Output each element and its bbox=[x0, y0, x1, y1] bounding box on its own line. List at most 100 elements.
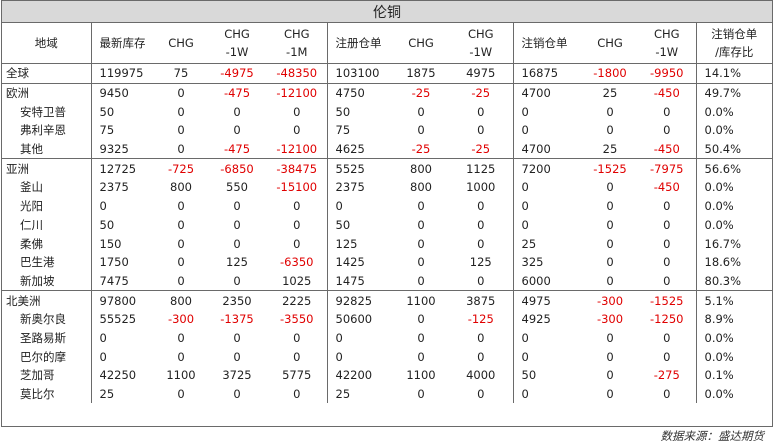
value-cell: -300 bbox=[167, 312, 195, 327]
value-cell: -4975 bbox=[207, 63, 267, 84]
region-cell: 巴尔的摩 bbox=[20, 349, 66, 364]
value-cell: 0 bbox=[207, 271, 267, 292]
value-cell: 1475 bbox=[326, 271, 393, 292]
value-cell: 1025 bbox=[267, 271, 327, 292]
value-cell: 0 bbox=[663, 387, 671, 402]
region-cell: 芝加哥 bbox=[20, 368, 55, 383]
value-cell: -38475 bbox=[276, 161, 318, 176]
value-cell: 50.4% bbox=[695, 139, 772, 160]
value-cell: 4000 bbox=[466, 368, 496, 383]
region-cell: 圣路易斯 bbox=[20, 330, 66, 345]
value-cell: 0 bbox=[477, 199, 485, 214]
value-cell: 0 bbox=[606, 330, 614, 345]
value-cell: 0 bbox=[663, 123, 671, 138]
value-cell: 0 bbox=[512, 178, 582, 197]
value-cell: 0 bbox=[293, 236, 301, 251]
value-cell: 0 bbox=[417, 217, 425, 232]
value-cell: 50 bbox=[90, 215, 155, 235]
value-cell: 0 bbox=[293, 330, 301, 345]
value-cell: 5525 bbox=[326, 158, 393, 179]
header-cancel-chg: CHG bbox=[582, 22, 638, 64]
value-cell: 4700 bbox=[512, 83, 582, 103]
value-cell: 1125 bbox=[466, 161, 496, 176]
value-cell: 8.9% bbox=[695, 309, 772, 329]
value-cell: 0 bbox=[477, 104, 485, 119]
value-cell: 0 bbox=[177, 199, 185, 214]
value-cell: 0 bbox=[417, 255, 425, 270]
table-row: 圣路易斯 0 0 0 0 0 0 0 0 0 0 0.0% bbox=[2, 328, 772, 348]
value-cell: 0 bbox=[326, 347, 393, 366]
value-cell: 50 bbox=[326, 215, 393, 235]
value-cell: 42200 bbox=[326, 366, 393, 385]
table-row: 仁川 50 0 0 0 50 0 0 0 0 0 0.0% bbox=[2, 215, 772, 235]
value-cell: 125 bbox=[326, 234, 393, 253]
region-cell: 亚洲 bbox=[6, 161, 29, 176]
value-cell: 0 bbox=[477, 349, 485, 364]
value-cell: -9950 bbox=[638, 63, 696, 84]
region-cell: 安特卫普 bbox=[20, 104, 66, 119]
value-cell: 0 bbox=[233, 217, 241, 232]
value-cell: 42250 bbox=[90, 366, 155, 385]
region-cell: 欧洲 bbox=[6, 86, 29, 101]
value-cell: 0.0% bbox=[695, 121, 772, 140]
table-body: 全球 119975 75 -4975 -48350 103100 1875 4975 16875… bbox=[2, 63, 772, 404]
value-cell: 0 bbox=[417, 312, 425, 327]
header-latest-stock: 最新库存 bbox=[90, 22, 155, 64]
value-cell: -1800 bbox=[582, 63, 638, 84]
table-row: 莫比尔 25 0 0 0 25 0 0 0 0 0 0.0% bbox=[2, 384, 772, 404]
region-cell: 光阳 bbox=[20, 199, 43, 214]
value-cell: 0 bbox=[606, 236, 614, 251]
value-cell: 0 bbox=[177, 217, 185, 232]
value-cell: 0 bbox=[326, 328, 393, 348]
value-cell: -25 bbox=[449, 139, 513, 160]
header-chg: CHG bbox=[155, 22, 207, 64]
value-cell: 0 bbox=[155, 271, 207, 292]
value-cell: 0 bbox=[233, 199, 241, 214]
table-row: 弗利辛恩 75 0 0 0 75 0 0 0 0 0 0.0% bbox=[2, 121, 772, 140]
value-cell: 0 bbox=[606, 199, 614, 214]
table-row: 光阳 0 0 0 0 0 0 0 0 0 0 0.0% bbox=[2, 196, 772, 216]
header-reg-chg-1w: CHG -1W bbox=[449, 22, 513, 64]
value-cell: 0 bbox=[293, 387, 301, 402]
region-cell: 全球 bbox=[2, 63, 91, 84]
value-cell: 0 bbox=[293, 104, 301, 119]
table-row: 巴生港 1750 0 125 -6350 1425 0 125 325 0 0 18.6% bbox=[2, 252, 772, 272]
value-cell: 0 bbox=[90, 196, 155, 216]
table-row: 欧洲 9450 0 -475 -12100 4750 -25 -25 4700 25 -450 49.… bbox=[2, 83, 772, 103]
value-cell: 49.7% bbox=[695, 83, 772, 103]
value-cell: 25 bbox=[582, 139, 638, 160]
value-cell: 0 bbox=[417, 330, 425, 345]
table-row: 釜山 2375 800 550 -15100 2375 800 1000 0 0 -450 0.0% bbox=[2, 178, 772, 197]
value-cell: 12725 bbox=[90, 158, 155, 179]
value-cell: 50 bbox=[326, 102, 393, 122]
table-row: 亚洲 12725 -725 -6850 -38475 5525 800 1125 7200 -15… bbox=[2, 158, 772, 179]
header-registered-warrants: 注册仓单 bbox=[326, 22, 393, 64]
value-cell: 0 bbox=[663, 236, 671, 251]
value-cell: 0.0% bbox=[695, 347, 772, 366]
stock-table: 伦铜 地域 最新库存 CHG CHG -1W CHG -1M 注册仓单 CHG CHG -1W 注销仓… bbox=[2, 1, 772, 404]
value-cell: -1375 bbox=[220, 312, 254, 327]
value-cell: 0 bbox=[417, 236, 425, 251]
table-row: 北美洲 97800 800 2350 2225 92825 1100 3875 4975 -300… bbox=[2, 290, 772, 310]
value-cell: 7475 bbox=[90, 271, 155, 292]
value-cell: -475 bbox=[207, 139, 267, 160]
value-cell: 75 bbox=[90, 121, 155, 140]
value-cell: 0 bbox=[512, 102, 582, 122]
value-cell: 0 bbox=[512, 328, 582, 348]
value-cell: 56.6% bbox=[695, 158, 772, 179]
value-cell: 0 bbox=[393, 271, 449, 292]
value-cell: 1000 bbox=[466, 180, 496, 195]
value-cell: 0 bbox=[90, 328, 155, 348]
value-cell: 0 bbox=[90, 347, 155, 366]
value-cell: -25 bbox=[393, 139, 449, 160]
value-cell: 1425 bbox=[326, 252, 393, 272]
value-cell: 16875 bbox=[512, 63, 582, 84]
lme-copper-stock-table: 伦铜 地域 最新库存 CHG CHG -1W CHG -1M 注册仓单 CHG CHG -1W 注销仓… bbox=[1, 0, 773, 427]
value-cell: -450 bbox=[653, 180, 680, 195]
value-cell: 0 bbox=[233, 330, 241, 345]
value-cell: -12100 bbox=[276, 86, 318, 101]
value-cell: 0 bbox=[417, 349, 425, 364]
value-cell: 9325 bbox=[90, 139, 155, 160]
value-cell: 25 bbox=[512, 234, 582, 253]
value-cell: 0 bbox=[663, 330, 671, 345]
